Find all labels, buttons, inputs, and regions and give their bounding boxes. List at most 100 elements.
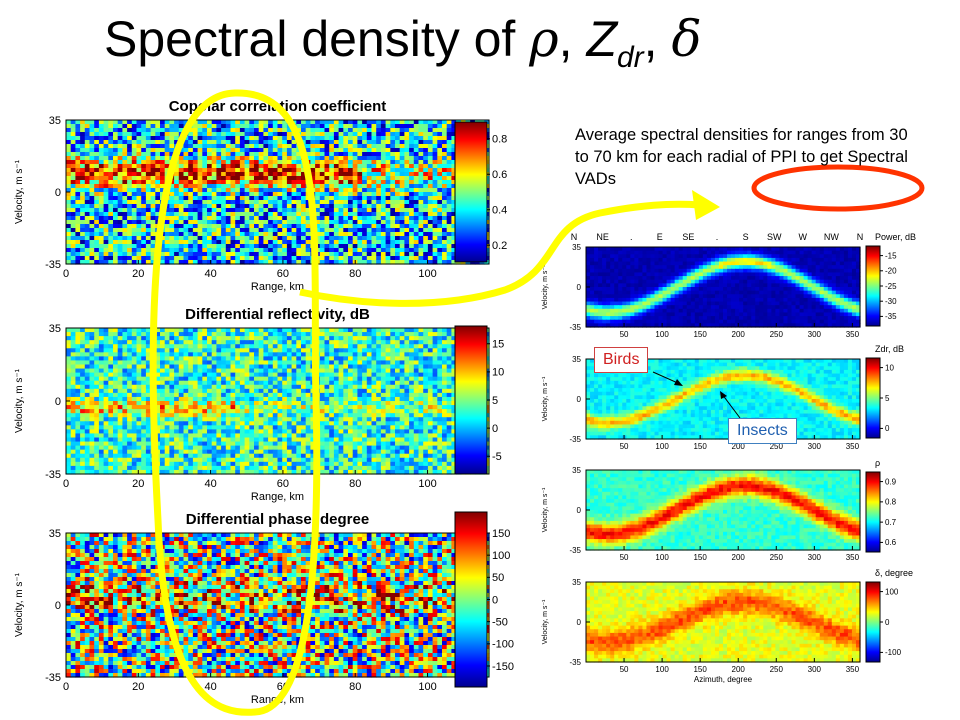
heatmap-cell	[216, 168, 222, 173]
heatmap-cell	[395, 332, 401, 337]
heatmap-cell	[423, 256, 429, 261]
heatmap-cell	[113, 148, 119, 153]
heatmap-cell	[277, 172, 283, 177]
heatmap-cell	[409, 340, 415, 345]
heatmap-cell	[301, 136, 307, 141]
heatmap-cell	[197, 392, 203, 398]
heatmap-cell	[169, 144, 175, 149]
heatmap-cell	[145, 388, 152, 394]
heatmap-cell	[333, 160, 340, 165]
heatmap-cell	[296, 348, 302, 353]
heatmap-cell	[216, 364, 222, 370]
heatmap-cell	[66, 352, 72, 357]
heatmap-cell	[315, 120, 321, 125]
heatmap-cell	[324, 172, 330, 177]
heatmap-cell	[113, 200, 119, 205]
heatmap-cell	[155, 152, 161, 157]
heatmap-cell	[282, 124, 288, 129]
heatmap-cell	[239, 192, 246, 197]
heatmap-cell	[103, 196, 109, 201]
heatmap-cell	[225, 332, 232, 337]
heatmap-cell	[343, 388, 349, 394]
heatmap-cell	[174, 356, 180, 362]
heatmap-cell	[380, 204, 387, 209]
heatmap-cell	[103, 372, 109, 378]
heatmap-cell	[291, 136, 297, 141]
heatmap-cell	[136, 256, 142, 261]
heatmap-cell	[395, 248, 401, 253]
heatmap-cell	[141, 144, 147, 149]
heatmap-cell	[75, 232, 81, 237]
heatmap-cell	[183, 368, 189, 374]
heatmap-cell	[113, 120, 119, 125]
heatmap-cell	[413, 328, 420, 333]
heatmap-cell	[282, 216, 288, 221]
heatmap-cell	[174, 120, 180, 125]
heatmap-cell	[174, 376, 180, 382]
heatmap-cell	[230, 224, 236, 229]
heatmap-cell	[188, 244, 194, 249]
heatmap-cell	[249, 208, 255, 213]
heatmap-cell	[145, 184, 152, 189]
heatmap-cell	[263, 200, 269, 205]
heatmap-cell	[94, 124, 100, 129]
heatmap-cell	[333, 364, 340, 370]
heatmap-cell	[268, 208, 274, 213]
heatmap-cell	[301, 388, 307, 394]
heatmap-cell	[315, 136, 321, 141]
heatmap-cell	[98, 256, 105, 261]
heatmap-cell	[127, 200, 133, 205]
heatmap-cell	[268, 384, 274, 390]
heatmap-cell	[268, 204, 274, 209]
heatmap-cell	[80, 352, 86, 357]
heatmap-cell	[89, 212, 95, 217]
heatmap-cell	[301, 244, 307, 249]
heatmap-cell	[150, 132, 156, 137]
heatmap-cell	[451, 344, 457, 349]
heatmap-cell	[413, 372, 420, 378]
heatmap-cell	[277, 372, 283, 378]
heatmap-cell	[380, 232, 387, 237]
heatmap-cell	[432, 352, 438, 357]
heatmap-cell	[169, 344, 175, 349]
heatmap-cell	[268, 172, 274, 177]
heatmap-cell	[291, 160, 297, 165]
heatmap-cell	[103, 232, 109, 237]
heatmap-cell	[446, 240, 452, 245]
heatmap-cell	[343, 252, 349, 257]
heatmap-cell	[418, 376, 424, 382]
heatmap-cell	[230, 192, 236, 197]
heatmap-cell	[371, 352, 377, 357]
heatmap-cell	[399, 256, 405, 261]
heatmap-cell	[249, 240, 255, 245]
heatmap-cell	[324, 168, 330, 173]
heatmap-cell	[291, 176, 297, 181]
heatmap-cell	[282, 228, 288, 233]
heatmap-cell	[66, 240, 72, 245]
heatmap-cell	[413, 344, 420, 349]
heatmap-cell	[409, 200, 415, 205]
heatmap-cell	[301, 140, 307, 145]
heatmap-cell	[122, 136, 128, 141]
heatmap-cell	[145, 328, 152, 333]
heatmap-cell	[122, 396, 128, 402]
heatmap-cell	[423, 164, 429, 169]
heatmap-cell	[263, 232, 269, 237]
heatmap-cell	[315, 160, 321, 165]
heatmap-cell	[136, 164, 142, 169]
heatmap-cell	[319, 380, 326, 386]
heatmap-cell	[258, 328, 264, 333]
heatmap-cell	[333, 124, 340, 129]
heatmap-cell	[404, 240, 410, 245]
heatmap-cell	[319, 240, 326, 245]
heatmap-cell	[263, 220, 269, 225]
heatmap-cell	[296, 180, 302, 185]
heatmap-cell	[164, 236, 170, 241]
heatmap-cell	[211, 124, 217, 129]
heatmap-cell	[423, 240, 429, 245]
heatmap-cell	[371, 168, 377, 173]
heatmap-cell	[80, 240, 86, 245]
heatmap-cell	[437, 220, 443, 225]
heatmap-cell	[343, 372, 349, 378]
heatmap-cell	[239, 180, 246, 185]
